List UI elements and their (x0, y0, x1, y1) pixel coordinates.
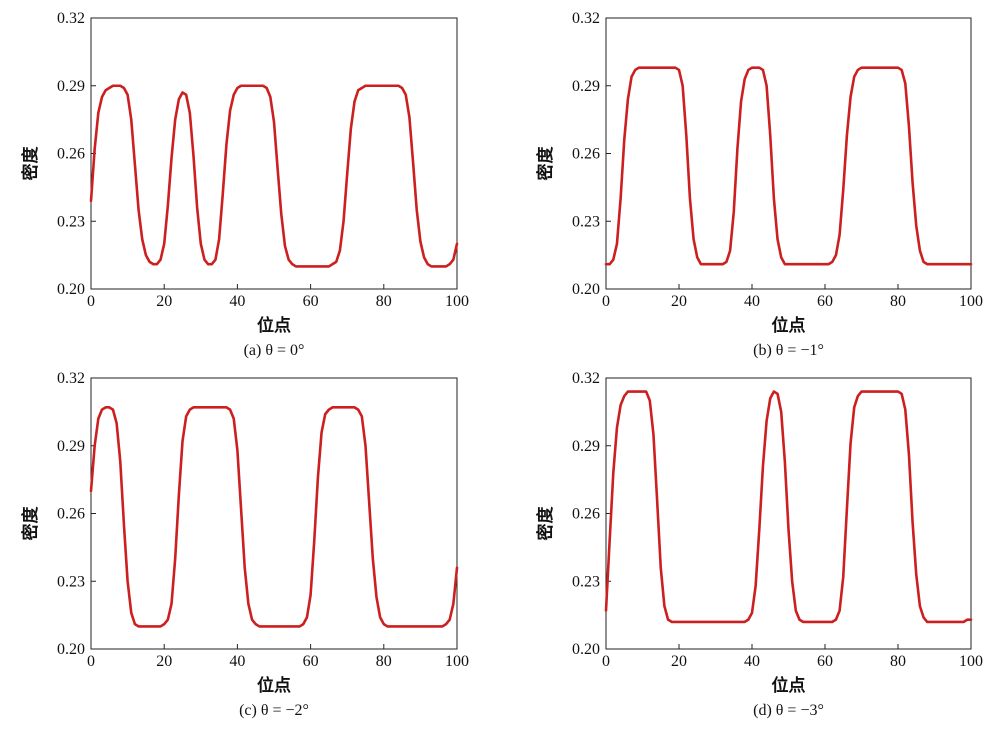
y-axis-label: 密度 (535, 506, 556, 541)
y-tick-label: 0.23 (572, 573, 600, 590)
density-series-line (604, 66, 973, 266)
x-axis-label: 位点 (772, 315, 806, 336)
y-tick-label: 0.23 (572, 213, 600, 230)
x-tick-label: 100 (959, 293, 983, 310)
x-tick-label: 40 (744, 653, 760, 670)
x-tick-label: 60 (817, 293, 833, 310)
x-tick-label: 60 (817, 653, 833, 670)
y-axis-label: 密度 (20, 506, 41, 541)
y-tick-label: 0.20 (57, 641, 85, 658)
x-tick-label: 0 (602, 653, 610, 670)
density-series-line (89, 406, 459, 628)
y-tick-label: 0.26 (57, 506, 85, 523)
plot-frame (605, 17, 972, 290)
plot-frame (90, 17, 458, 290)
panel-caption: (a) θ = 0° (244, 342, 305, 359)
panel-caption: (b) θ = −1° (753, 342, 824, 359)
x-tick-label: 40 (229, 653, 245, 670)
x-tick-label: 100 (959, 653, 983, 670)
y-tick-label: 0.32 (572, 370, 600, 387)
y-tick-label: 0.32 (57, 370, 85, 387)
x-tick-label: 80 (890, 293, 906, 310)
density-series-line (89, 84, 459, 268)
chart-panel-0: 0 20 40 60 80 100 0.20 0.23 0.26 0.29 0.32 位点 密度 (a) … (20, 10, 469, 359)
x-tick-label: 0 (87, 653, 95, 670)
x-tick-label: 80 (376, 293, 392, 310)
chart-panel-2: 0 20 40 60 80 100 0.20 0.23 0.26 0.29 0.32 位点 密度 (c) … (20, 370, 469, 719)
y-tick-label: 0.32 (572, 10, 600, 27)
y-tick-label: 0.29 (57, 78, 85, 95)
x-tick-label: 80 (890, 653, 906, 670)
x-axis-label: 位点 (772, 675, 806, 696)
y-tick-label: 0.29 (572, 78, 600, 95)
panel-caption: (c) θ = −2° (239, 702, 309, 719)
y-axis-label: 密度 (535, 146, 556, 181)
density-series-line (604, 390, 973, 624)
y-axis-label: 密度 (20, 146, 41, 181)
x-tick-label: 40 (744, 293, 760, 310)
y-tick-label: 0.20 (572, 641, 600, 658)
x-tick-label: 0 (602, 293, 610, 310)
y-tick-label: 0.23 (57, 573, 85, 590)
x-tick-label: 60 (303, 653, 319, 670)
y-tick-label: 0.23 (57, 213, 85, 230)
y-tick-label: 0.26 (572, 146, 600, 163)
x-tick-label: 60 (303, 293, 319, 310)
x-tick-label: 20 (156, 293, 172, 310)
x-tick-label: 0 (87, 293, 95, 310)
x-tick-label: 40 (229, 293, 245, 310)
panel-caption: (d) θ = −3° (753, 702, 824, 719)
x-axis-label: 位点 (257, 315, 291, 336)
x-tick-label: 20 (671, 293, 687, 310)
chart-panel-3: 0 20 40 60 80 100 0.20 0.23 0.26 0.29 0.32 位点 密度 (d) … (535, 370, 983, 719)
y-tick-label: 0.29 (57, 438, 85, 455)
plot-frame (90, 377, 458, 650)
y-tick-label: 0.26 (57, 146, 85, 163)
chart-panel-1: 0 20 40 60 80 100 0.20 0.23 0.26 0.29 0.32 位点 密度 (b) … (535, 10, 983, 359)
x-tick-label: 20 (156, 653, 172, 670)
x-tick-label: 80 (376, 653, 392, 670)
x-axis-label: 位点 (257, 675, 291, 696)
y-tick-label: 0.20 (572, 281, 600, 298)
x-tick-label: 100 (445, 293, 469, 310)
x-tick-label: 100 (445, 653, 469, 670)
y-tick-label: 0.29 (572, 438, 600, 455)
y-tick-label: 0.32 (57, 10, 85, 27)
y-tick-label: 0.26 (572, 506, 600, 523)
x-tick-label: 20 (671, 653, 687, 670)
y-tick-label: 0.20 (57, 281, 85, 298)
